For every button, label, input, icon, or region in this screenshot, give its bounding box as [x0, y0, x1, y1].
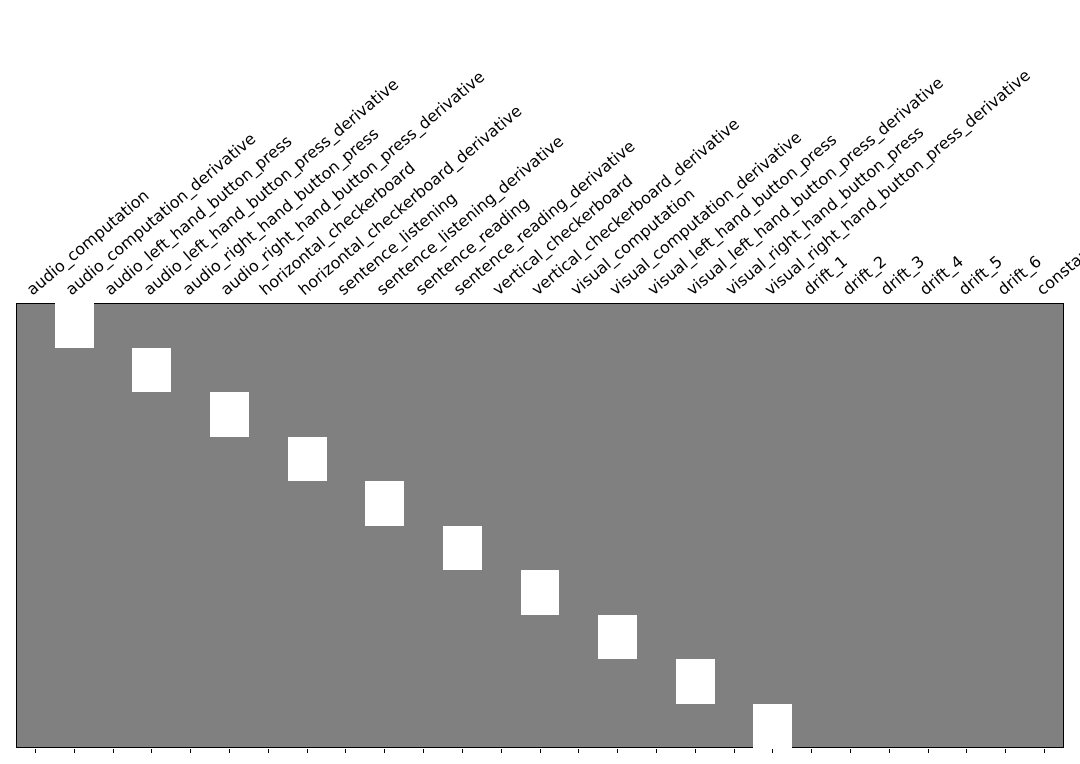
x-tick-label: drift_3 [877, 252, 928, 299]
x-tick-label: drift_4 [916, 252, 967, 299]
x-tick-mark [1005, 749, 1006, 753]
x-tick-mark [695, 749, 696, 753]
x-tick-mark [889, 749, 890, 753]
x-tick-mark [501, 749, 502, 753]
heatmap-cell [55, 303, 94, 348]
x-tick-mark [540, 749, 541, 753]
x-tick-mark [423, 749, 424, 753]
heatmap-cell [365, 481, 404, 526]
x-tick-mark [1044, 749, 1045, 753]
x-tick-mark [772, 749, 773, 753]
x-tick-label: drift_6 [994, 252, 1045, 299]
x-tick-mark [345, 749, 346, 753]
x-tick-mark [617, 749, 618, 753]
x-tick-mark [190, 749, 191, 753]
heatmap-cell [443, 526, 482, 571]
x-tick-mark [656, 749, 657, 753]
x-tick-mark [268, 749, 269, 753]
x-tick-mark [734, 749, 735, 753]
x-tick-mark [307, 749, 308, 753]
heatmap-cell [676, 659, 715, 704]
x-tick-mark [151, 749, 152, 753]
x-tick-mark [35, 749, 36, 753]
x-tick-mark [966, 749, 967, 753]
heatmap-cell [521, 570, 560, 615]
chart-figure: audio_computationaudio_computation_deriv… [0, 0, 1080, 764]
heatmap-cell [210, 392, 249, 437]
heatmap-cell [753, 704, 792, 749]
x-tick-mark [811, 749, 812, 753]
heatmap-cell [288, 437, 327, 482]
x-tick-mark [74, 749, 75, 753]
x-tick-mark [384, 749, 385, 753]
x-tick-mark [229, 749, 230, 753]
heatmap-cell [598, 615, 637, 660]
x-tick-mark [578, 749, 579, 753]
heatmap-cell [132, 348, 171, 393]
x-tick-label: drift_5 [955, 252, 1006, 299]
x-tick-mark [850, 749, 851, 753]
x-tick-label: drift_2 [838, 252, 889, 299]
x-tick-mark [113, 749, 114, 753]
heatmap-plot-area [16, 303, 1064, 748]
x-tick-mark [462, 749, 463, 753]
x-tick-mark [928, 749, 929, 753]
